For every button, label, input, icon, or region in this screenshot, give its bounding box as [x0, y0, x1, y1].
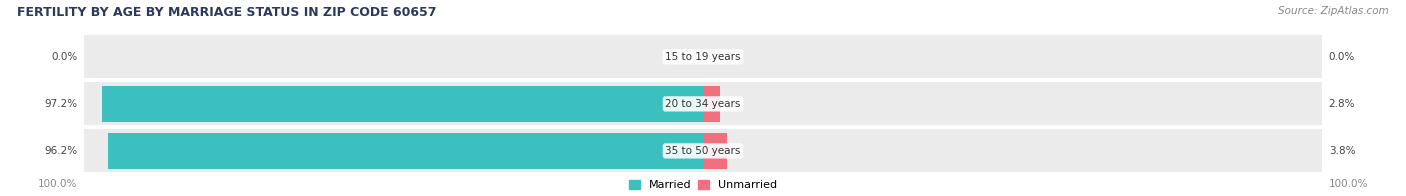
Text: 100.0%: 100.0%: [1329, 179, 1368, 189]
Text: 96.2%: 96.2%: [44, 146, 77, 156]
Text: 97.2%: 97.2%: [44, 99, 77, 109]
Text: FERTILITY BY AGE BY MARRIAGE STATUS IN ZIP CODE 60657: FERTILITY BY AGE BY MARRIAGE STATUS IN Z…: [17, 6, 436, 19]
Bar: [101, 86, 703, 122]
Text: 0.0%: 0.0%: [1329, 52, 1355, 62]
Text: 35 to 50 years: 35 to 50 years: [665, 146, 741, 156]
Text: 2.8%: 2.8%: [1329, 99, 1355, 109]
Text: 100.0%: 100.0%: [38, 179, 77, 189]
Legend: Married, Unmarried: Married, Unmarried: [628, 180, 778, 191]
Text: 15 to 19 years: 15 to 19 years: [665, 52, 741, 62]
Text: Source: ZipAtlas.com: Source: ZipAtlas.com: [1278, 6, 1389, 16]
Text: 3.8%: 3.8%: [1329, 146, 1355, 156]
Bar: [703, 86, 720, 122]
Bar: [703, 132, 727, 169]
Text: 20 to 34 years: 20 to 34 years: [665, 99, 741, 109]
Bar: [108, 132, 703, 169]
Text: 0.0%: 0.0%: [51, 52, 77, 62]
